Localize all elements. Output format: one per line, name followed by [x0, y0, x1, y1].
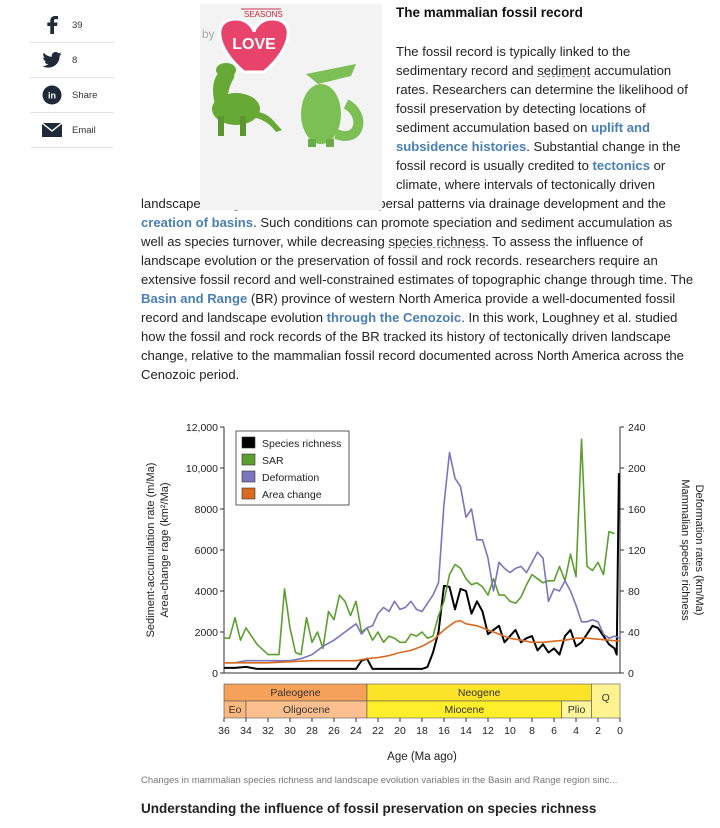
facebook-icon [39, 12, 65, 38]
x-tick-label: 14 [460, 725, 472, 737]
crocodile-icon [301, 64, 364, 147]
legend-label: Deformation [262, 472, 319, 484]
heart-icon [218, 17, 290, 74]
legend-label: Area change [262, 489, 322, 501]
y-left-tick-label: 10,000 [186, 463, 218, 475]
x-tick-label: 28 [306, 725, 318, 737]
timescale-epoch-label: Plio [568, 704, 586, 716]
article-image: by SEASONS LOVE [141, 4, 396, 210]
x-tick-label: 16 [438, 725, 450, 737]
linkedin-icon: in [39, 82, 65, 108]
y-left-tick-label: 8000 [195, 504, 219, 516]
section-subheading: Understanding the influence of fossil pr… [141, 801, 597, 816]
y-right-tick-label: 0 [628, 668, 634, 680]
x-tick-label: 2 [595, 725, 601, 737]
share-bar: 39 8 in Share Email [30, 8, 114, 148]
article-body: by SEASONS LOVE The fossil record is typ [141, 4, 697, 384]
x-tick-label: 10 [504, 725, 516, 737]
email-icon [39, 117, 65, 143]
para-text-1: The fossil record is typically linked to… [396, 44, 631, 78]
link-sediment[interactable]: sediment [537, 63, 591, 78]
x-tick-label: 20 [394, 725, 406, 737]
timescale-epoch-label: Eo [229, 704, 242, 716]
legend-swatch [241, 436, 256, 449]
x-tick-label: 36 [218, 725, 230, 737]
y-left-tick-label: 6000 [195, 545, 219, 557]
legend-swatch [241, 487, 256, 500]
image-love-text: LOVE [232, 36, 276, 53]
x-tick-label: 6 [551, 725, 557, 737]
y-left-tick-label: 4000 [195, 586, 219, 598]
facebook-share[interactable]: 39 [30, 8, 114, 43]
y-right-label: Deformation rates (km/Ma) [693, 485, 705, 616]
timescale-period-label: Q [602, 692, 610, 704]
x-tick-label: 12 [482, 725, 494, 737]
image-sign-text: SEASONS [244, 10, 283, 19]
timescale-epoch-label: Miocene [444, 704, 484, 716]
species-richness-chart: 0200040006000800010,00012,00004080120160… [145, 422, 705, 763]
y-right-tick-label: 160 [628, 504, 646, 516]
timescale-epoch-label: Oligocene [283, 704, 330, 716]
legend-label: Species richness [262, 438, 341, 450]
timescale-period-label: Neogene [458, 687, 501, 699]
y-right-tick-label: 240 [628, 422, 646, 434]
para-text-6: . To assess the influence of landscape e… [141, 234, 694, 287]
twitter-icon [39, 47, 65, 73]
y-left-label: Sediment-accumulation rate (m/Ma) [145, 463, 157, 638]
svg-text:in: in [48, 91, 56, 101]
y-right-tick-label: 40 [628, 627, 640, 639]
para-text-7: (BR) province of western North America p… [141, 291, 676, 325]
x-tick-label: 30 [284, 725, 296, 737]
legend-swatch [241, 453, 256, 466]
timescale-period-label: Paleogene [270, 687, 320, 699]
x-tick-label: 26 [328, 725, 340, 737]
para-text-2: accumulation rates. Researchers can dete… [396, 63, 688, 135]
article-title: The mammalian fossil record [396, 5, 583, 20]
legend-swatch [241, 470, 256, 483]
legend-label: SAR [262, 455, 284, 467]
figure-caption: Changes in mammalian species richness an… [141, 775, 618, 786]
para-text-8: . In this work, Loughney et al. studied … [141, 310, 684, 382]
y-left-tick-label: 0 [212, 668, 218, 680]
dinosaur-icon [212, 63, 282, 136]
linkedin-share[interactable]: in Share [30, 78, 114, 113]
link-basins[interactable]: creation of basins [141, 215, 254, 230]
twitter-share[interactable]: 8 [30, 43, 114, 78]
x-tick-label: 34 [240, 725, 252, 737]
link-cenozoic[interactable]: through the Cenozoic [326, 310, 462, 325]
facebook-count: 39 [72, 19, 83, 31]
para-text-3: . Substantial change in the fossil recor… [396, 139, 681, 173]
x-tick-label: 18 [416, 725, 428, 737]
x-tick-label: 0 [617, 725, 623, 737]
email-label: Email [72, 124, 96, 136]
x-tick-label: 24 [350, 725, 362, 737]
series-line-deformation [224, 451, 621, 664]
y-right-tick-label: 80 [628, 586, 640, 598]
y-left-tick-label: 12,000 [186, 422, 218, 434]
link-species-richness[interactable]: species richness [388, 234, 486, 249]
x-tick-label: 4 [573, 725, 579, 737]
x-tick-label: 22 [372, 725, 384, 737]
para-text-5: . Such conditions can promote speciation… [141, 215, 673, 249]
x-tick-label: 8 [529, 725, 535, 737]
y-right-label: Mammalian species richness [679, 479, 691, 621]
twitter-count: 8 [72, 54, 78, 66]
x-axis-label: Age (Ma ago) [387, 751, 457, 763]
series-line-sar [224, 438, 615, 656]
email-share[interactable]: Email [30, 113, 114, 148]
x-tick-label: 32 [262, 725, 274, 737]
link-uplift[interactable]: uplift and subsidence histories [396, 120, 650, 154]
y-right-tick-label: 200 [628, 463, 646, 475]
timescale-epoch [561, 700, 592, 719]
y-left-tick-label: 2000 [195, 627, 219, 639]
image-by-text: by [202, 27, 215, 41]
y-left-label: Area-change rage (km²/Ma) [159, 482, 171, 617]
link-tectonics[interactable]: tectonics [592, 158, 650, 173]
link-basin-range[interactable]: Basin and Range [141, 291, 248, 306]
linkedin-label: Share [72, 89, 98, 101]
series-line-area-change [224, 619, 621, 664]
y-right-tick-label: 120 [628, 545, 646, 557]
